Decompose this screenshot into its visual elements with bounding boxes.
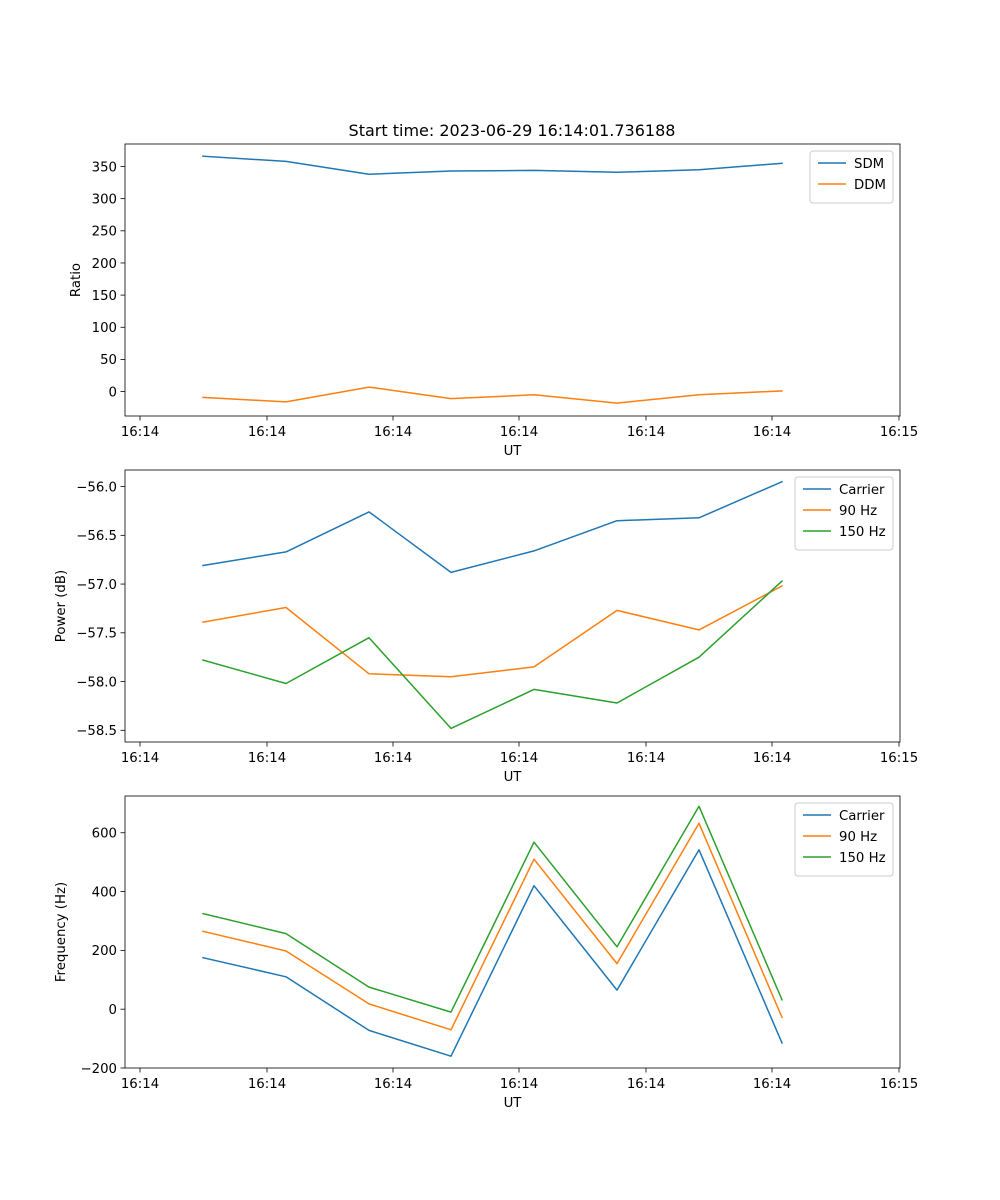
y-axis-label: Ratio: [69, 263, 84, 297]
y-tick-label: −57.5: [76, 627, 117, 642]
subplot-1: 16:14 16:14 16:14 16:14 16:14 16:14 16:15 0 50 10…: [69, 143, 918, 459]
x-tick-label: 16:14: [500, 425, 538, 440]
x-tick-label: 16:14: [121, 425, 159, 440]
x-axis-label: UT: [504, 444, 523, 459]
x-tick-label: 16:14: [500, 751, 538, 766]
legend-entry-label: 90 Hz: [839, 830, 877, 845]
y-axis-label: Power (dB): [54, 570, 69, 642]
legend: Carrier 90 Hz 150 Hz: [794, 476, 894, 551]
x-tick-label: 16:14: [121, 751, 159, 766]
series-line-90-hz: [202, 822, 783, 1031]
y-tick-label: 250: [92, 225, 117, 240]
series-line-150-hz: [202, 580, 784, 730]
x-tick-label: 16:14: [374, 1077, 412, 1092]
legend-box: [809, 150, 894, 204]
figure-title: Start time: 2023-06-29 16:14:01.736188: [349, 121, 676, 140]
series-line-ddm: [202, 386, 783, 404]
x-tick-label: 16:14: [753, 1077, 791, 1092]
y-tick-label: 50: [100, 353, 117, 368]
x-tick-label: 16:14: [500, 1077, 538, 1092]
y-tick-label: −56.5: [76, 529, 117, 544]
x-tick-label: 16:14: [248, 1077, 286, 1092]
x-tick-label: 16:14: [248, 425, 286, 440]
series-line-carrier: [202, 849, 783, 1057]
x-axis-label: UT: [504, 770, 523, 785]
y-tick-label: 200: [92, 944, 117, 959]
legend-entry-label: DDM: [854, 178, 886, 193]
y-tick-label: 400: [92, 885, 117, 900]
x-axis-label: UT: [504, 1096, 523, 1111]
x-tick-label: 16:14: [627, 751, 665, 766]
legend-entry-label: SDM: [854, 157, 884, 172]
series-line-90-hz: [202, 584, 784, 678]
series-line-150-hz: [202, 805, 783, 1013]
x-tick-label: 16:14: [374, 751, 412, 766]
legend-entry-label: 150 Hz: [839, 525, 886, 540]
series-line-carrier: [202, 480, 783, 574]
x-tick-label: 16:14: [753, 425, 791, 440]
legend-entry-label: 90 Hz: [839, 504, 877, 519]
plots: 16:14 16:14 16:14 16:14 16:14 16:14 16:15 0 50 10…: [54, 143, 918, 1111]
axes-frame: [124, 795, 901, 1069]
x-tick-label: 16:15: [880, 425, 918, 440]
y-tick-label: 150: [92, 289, 117, 304]
legend: SDM DDM: [809, 150, 894, 204]
y-tick-label: −58.0: [76, 675, 117, 690]
y-tick-label: −200: [80, 1062, 117, 1077]
x-tick-label: 16:14: [627, 1077, 665, 1092]
subplot-3: 16:14 16:14 16:14 16:14 16:14 16:14 16:15 −200 0…: [54, 795, 918, 1111]
y-tick-label: 100: [92, 321, 117, 336]
legend: Carrier 90 Hz 150 Hz: [794, 802, 894, 877]
y-axis-label: Frequency (Hz): [54, 882, 69, 982]
legend-entry-label: Carrier: [839, 809, 885, 824]
subplot-2: 16:14 16:14 16:14 16:14 16:14 16:14 16:15 −58.5…: [54, 469, 918, 785]
y-tick-label: 0: [109, 385, 117, 400]
y-tick-label: 200: [92, 257, 117, 272]
series-line-sdm: [202, 155, 783, 175]
x-tick-label: 16:14: [753, 751, 791, 766]
axes-frame: [124, 469, 901, 743]
axes-frame: [124, 143, 901, 417]
y-tick-label: −58.5: [76, 724, 117, 739]
y-tick-label: 300: [92, 192, 117, 207]
legend-entry-label: Carrier: [839, 483, 885, 498]
y-tick-label: −56.0: [76, 480, 117, 495]
y-tick-label: −57.0: [76, 578, 117, 593]
x-tick-label: 16:15: [880, 1077, 918, 1092]
x-tick-label: 16:14: [121, 1077, 159, 1092]
x-tick-label: 16:15: [880, 751, 918, 766]
legend-entry-label: 150 Hz: [839, 851, 886, 866]
x-tick-label: 16:14: [627, 425, 665, 440]
y-tick-label: 600: [92, 827, 117, 842]
y-tick-label: 350: [92, 160, 117, 175]
x-tick-label: 16:14: [374, 425, 412, 440]
y-tick-label: 0: [109, 1003, 117, 1018]
x-tick-label: 16:14: [248, 751, 286, 766]
